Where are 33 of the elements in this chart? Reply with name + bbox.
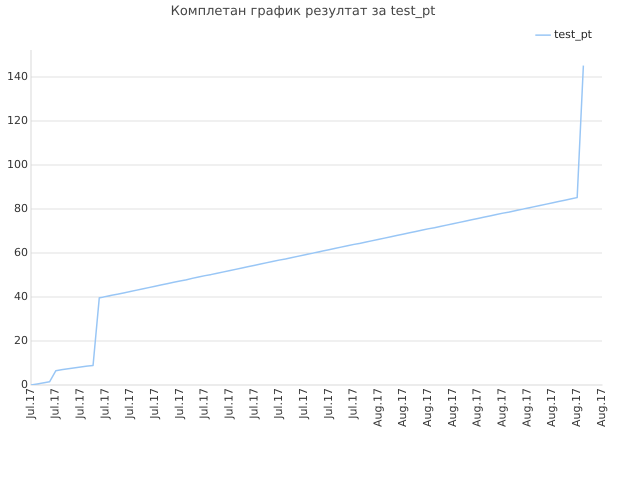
y-tick-label: 120 (6, 114, 28, 127)
x-tick-label: Jul.17 (123, 388, 136, 420)
y-tick-label: 100 (6, 158, 28, 171)
x-tick-label: Jul.17 (322, 388, 335, 420)
x-tick-label: Jul.17 (296, 388, 310, 420)
x-tick-label: Aug.17 (396, 388, 410, 428)
x-tick-label: Jul.17 (24, 388, 37, 420)
x-tick-label: Aug.17 (570, 388, 584, 428)
x-tick-label: Aug.17 (421, 388, 434, 428)
chart-title: Комплетан график резултат за test_pt (170, 4, 436, 20)
y-tick-label: 140 (6, 70, 28, 83)
x-tick-label: Jul.17 (272, 388, 286, 420)
x-tick-label: Jul.17 (346, 388, 360, 420)
x-tick-label: Aug.17 (470, 388, 484, 428)
x-tick-label: Aug.17 (446, 388, 459, 428)
x-tick-label: Aug.17 (496, 388, 509, 428)
x-tick-label: Aug.17 (371, 388, 384, 428)
x-tick-label: Jul.17 (198, 388, 211, 420)
x-tick-label: Aug.17 (594, 388, 608, 428)
x-tick-label: Jul.17 (222, 388, 236, 420)
x-tick-label: Jul.17 (98, 388, 112, 420)
x-tick-label: Jul.17 (74, 388, 87, 420)
y-tick-label: 80 (14, 202, 28, 215)
x-tick-label: Jul.17 (148, 388, 161, 420)
y-tick-label: 20 (14, 334, 28, 347)
legend-label: test_pt (554, 28, 593, 41)
y-tick-label: 40 (14, 290, 28, 303)
y-tick-label: 60 (14, 246, 28, 259)
x-tick-label: Jul.17 (172, 388, 186, 420)
x-tick-label: Jul.17 (48, 388, 62, 420)
x-tick-label: Aug.17 (545, 388, 558, 428)
x-tick-label: Jul.17 (247, 388, 260, 420)
x-tick-label: Aug.17 (520, 388, 534, 428)
